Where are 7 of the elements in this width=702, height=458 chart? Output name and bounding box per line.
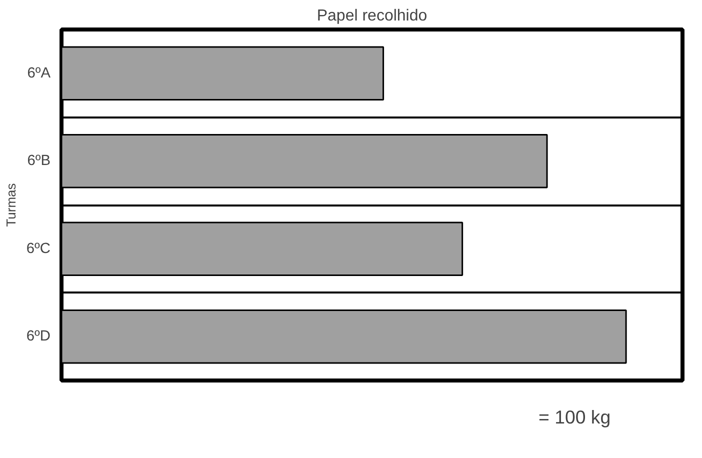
y-tick-label: 6ºA	[27, 65, 51, 82]
text: = 100 kg	[538, 406, 611, 428]
y-tick-label: 6ºB	[27, 153, 50, 170]
chart-title: Papel recolhido	[316, 8, 428, 24]
y-axis-title: Turmas	[3, 182, 18, 227]
y-tick-label: 6ºC	[26, 240, 51, 257]
y-tick-label: 6ºD	[26, 328, 51, 345]
